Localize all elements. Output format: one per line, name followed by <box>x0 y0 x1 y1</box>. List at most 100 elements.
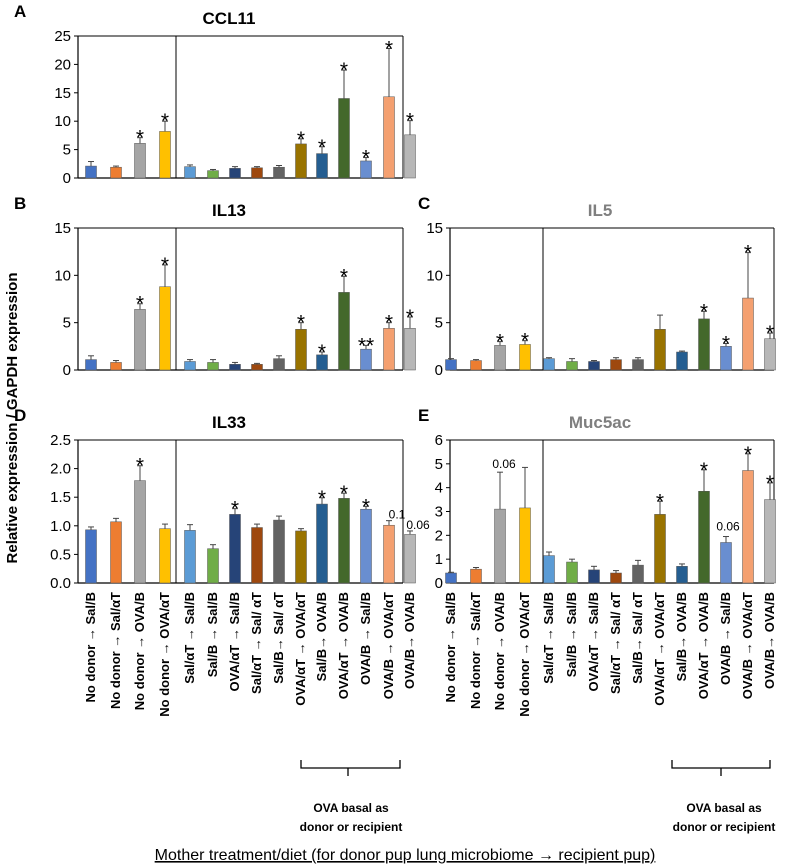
significance-star: * <box>406 110 414 133</box>
y-tick-label: 2.0 <box>50 461 71 478</box>
significance-star: * <box>318 487 326 510</box>
bar <box>445 572 457 584</box>
panel-title: CCL11 <box>203 9 256 28</box>
panel-title: IL33 <box>212 413 246 432</box>
significance-star: ** <box>358 334 374 357</box>
y-tick-label: 2.5 <box>50 432 71 449</box>
significance-star: * <box>136 127 144 150</box>
x-category-label: OVA/αT → Sal/B <box>227 592 242 692</box>
significance-star: * <box>340 59 348 82</box>
significance-star: * <box>161 110 169 133</box>
panel-letter: D <box>14 406 26 425</box>
x-category-label: Sal/B→ OVA/B <box>314 592 329 681</box>
bar <box>360 508 372 584</box>
bar <box>159 286 171 371</box>
x-category-label: Sal/B→ Sal/ αT <box>630 592 645 684</box>
p-value-annotation: 0.06 <box>492 457 516 471</box>
bar <box>273 519 285 584</box>
significance-star: * <box>766 472 774 495</box>
y-tick-label: 5 <box>63 315 71 332</box>
panel-letter: A <box>14 2 26 21</box>
y-tick-label: 0.5 <box>50 546 71 563</box>
bar <box>159 131 171 179</box>
x-category-label: Sal/αT → Sal/ αT <box>249 592 264 694</box>
x-category-label: OVA/B → OVA/αT <box>740 592 755 699</box>
y-tick-label: 1.0 <box>50 518 71 535</box>
bar <box>383 524 395 584</box>
y-tick-label: 4 <box>435 480 443 497</box>
bar <box>159 528 171 584</box>
bar <box>742 297 754 371</box>
x-category-label: Sal/B → Sal/B <box>205 592 220 677</box>
p-value-annotation: 0.06 <box>406 518 430 532</box>
bar <box>110 521 122 584</box>
panel-letter: B <box>14 194 26 213</box>
significance-star: * <box>297 312 305 335</box>
significance-star: * <box>161 254 169 277</box>
bar <box>229 364 241 371</box>
y-tick-label: 10 <box>54 113 71 130</box>
y-tick-label: 15 <box>54 220 71 237</box>
bar <box>698 490 710 584</box>
x-category-label: No donor → OVA/αT <box>517 592 532 717</box>
bar <box>588 361 600 371</box>
bar <box>654 514 666 584</box>
x-category-label: OVA/B→ OVA/B <box>402 592 417 689</box>
y-tick-label: 10 <box>426 267 443 284</box>
bar <box>85 165 97 179</box>
bar <box>543 555 555 584</box>
bar <box>338 292 350 371</box>
y-tick-label: 3 <box>435 504 443 521</box>
x-category-label: OVA/B → OVA/αT <box>381 592 396 699</box>
bar <box>251 364 263 371</box>
significance-star: * <box>385 312 393 335</box>
bar <box>110 166 122 179</box>
bar <box>251 527 263 584</box>
panel-a: 0 5 10 15 20 25 A CCL11 * * * * * * * * <box>14 2 416 187</box>
bar <box>494 508 506 584</box>
x-category-label: No donor → OVA/B <box>132 592 147 710</box>
x-category-label: Sal/B→ OVA/B <box>674 592 689 681</box>
significance-star: * <box>700 300 708 323</box>
bar <box>134 309 146 371</box>
x-category-label: OVA/αT → Sal/B <box>586 592 601 692</box>
bar <box>610 359 622 371</box>
bracket-note-line1: OVA basal as <box>313 801 389 815</box>
x-category-label: OVA/αT → OVA/B <box>696 592 711 699</box>
significance-star: * <box>656 490 664 513</box>
bar <box>207 548 219 584</box>
bar <box>229 168 241 179</box>
bar <box>184 166 196 179</box>
x-category-label: No donor → Sal/αT <box>108 592 123 709</box>
bar <box>519 507 531 584</box>
y-tick-label: 5 <box>63 142 71 159</box>
panel-d: 0.0 0.5 1.0 1.5 2.0 2.5 D IL33 * * * * * 0.10.06 <box>14 406 430 592</box>
x-category-label: No donor → Sal/B <box>443 592 458 703</box>
significance-star: * <box>700 459 708 482</box>
y-tick-label: 0 <box>63 170 71 187</box>
bracket-left: OVA basal as donor or recipient <box>300 760 402 834</box>
y-tick-label: 25 <box>54 28 71 45</box>
significance-star: * <box>521 330 529 353</box>
x-labels-right: No donor → Sal/B No donor → Sal/αT No dono… <box>443 592 777 717</box>
bar <box>85 529 97 584</box>
x-category-label: No donor → OVA/αT <box>157 592 172 717</box>
bar <box>610 572 622 584</box>
y-tick-label: 0.0 <box>50 575 71 592</box>
significance-star: * <box>744 242 752 265</box>
bar <box>207 170 219 179</box>
x-category-label: No donor → Sal/B <box>83 592 98 703</box>
significance-star: * <box>340 482 348 505</box>
bar <box>676 566 688 584</box>
bar <box>742 470 754 584</box>
bracket-note-line1: OVA basal as <box>686 801 762 815</box>
y-tick-label: 1 <box>435 551 443 568</box>
panel-title: IL13 <box>212 201 246 220</box>
x-category-label: OVA/B→ OVA/B <box>762 592 777 689</box>
x-category-label: Sal/B→ Sal/ αT <box>271 592 286 684</box>
bar <box>295 530 307 584</box>
bar <box>85 359 97 371</box>
significance-star: * <box>136 293 144 316</box>
bar <box>470 360 482 371</box>
